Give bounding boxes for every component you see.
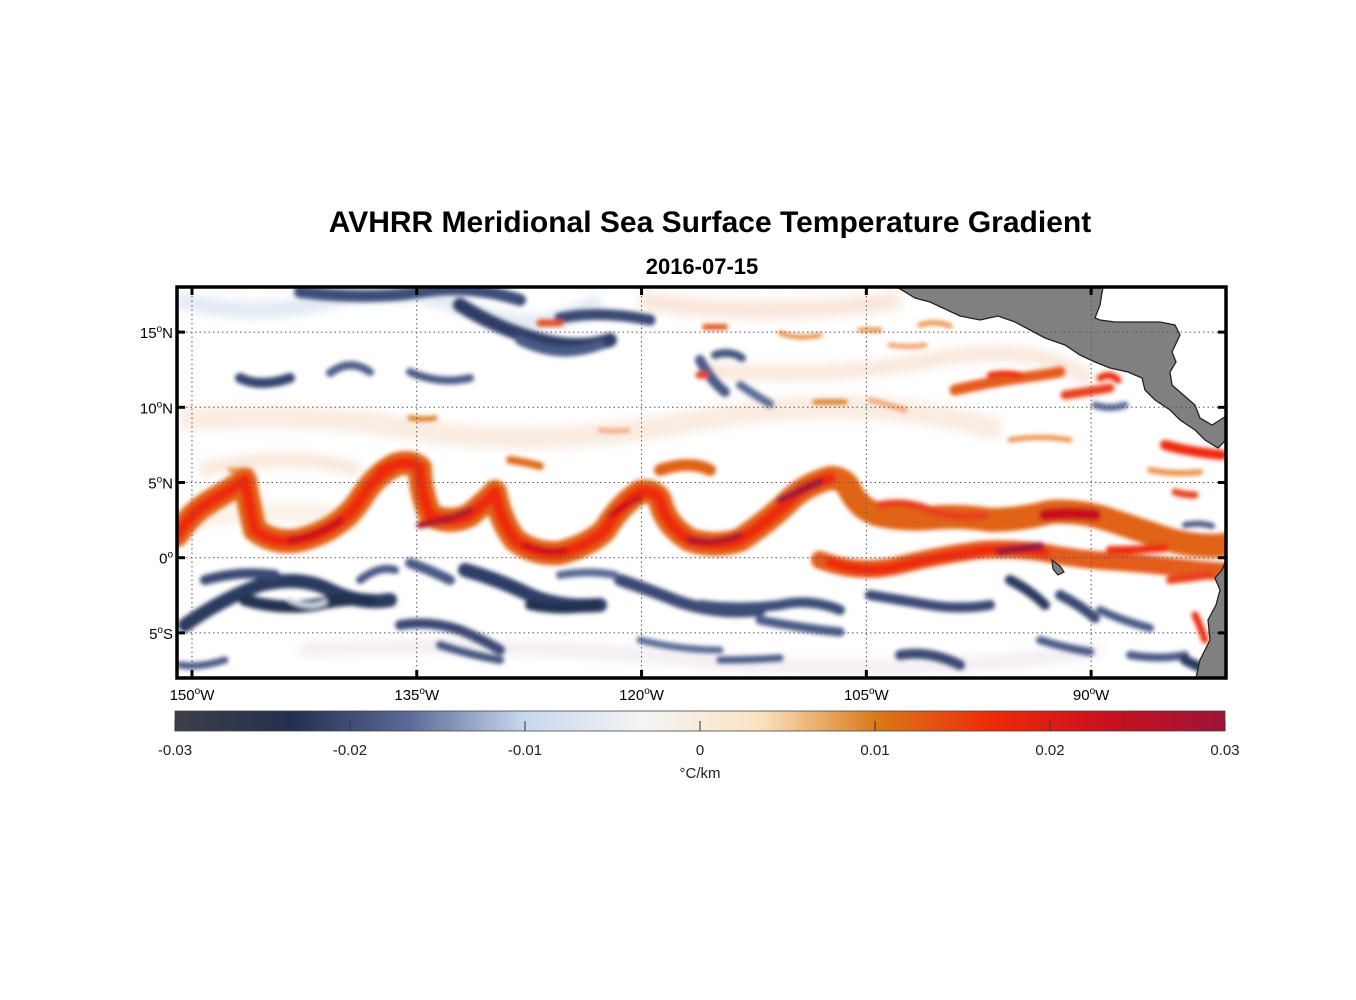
colorbar-tick-label: 0 (696, 742, 704, 759)
central-america-land (895, 287, 1226, 449)
colorbar-tick-label: -0.03 (158, 742, 192, 759)
lat-tick-label: 0o (159, 550, 173, 568)
lon-tick-label: 105oW (844, 686, 890, 704)
south-america-land (1195, 559, 1226, 678)
lat-tick-label: 5oS (149, 625, 173, 643)
colorbar-tick-label: 0.02 (1035, 742, 1064, 759)
colorbar-tick-label: 0.01 (860, 742, 889, 759)
lat-tick-label: 5oN (148, 475, 173, 493)
colorbar-tick-label: 0.03 (1210, 742, 1239, 759)
colorbar-tick-label: -0.02 (333, 742, 367, 759)
lon-tick-label: 90oW (1073, 686, 1110, 704)
colorbar-ticks: -0.03 -0.02 -0.01 0 0.01 0.02 0.03 (158, 721, 1240, 759)
lon-tick-label: 120oW (619, 686, 665, 704)
map-ticks: 150oW 135oW 120oW 105oW 90oW 15oN 10oN 5oN 0o 5oS (140, 287, 1226, 704)
chart-title: AVHRR Meridional Sea Surface Temperature… (328, 206, 1092, 239)
colorbar-label: °C/km (680, 765, 721, 782)
colorbar-tick-label: -0.01 (508, 742, 542, 759)
lat-tick-label: 15oN (140, 324, 173, 342)
galapagos-islands (1051, 558, 1065, 576)
lon-tick-label: 150oW (170, 686, 216, 704)
map-gridlines (177, 287, 1226, 678)
chart-subtitle: 2016-07-15 (645, 254, 759, 279)
lat-tick-label: 10oN (140, 399, 173, 417)
lon-tick-label: 135oW (394, 686, 440, 704)
